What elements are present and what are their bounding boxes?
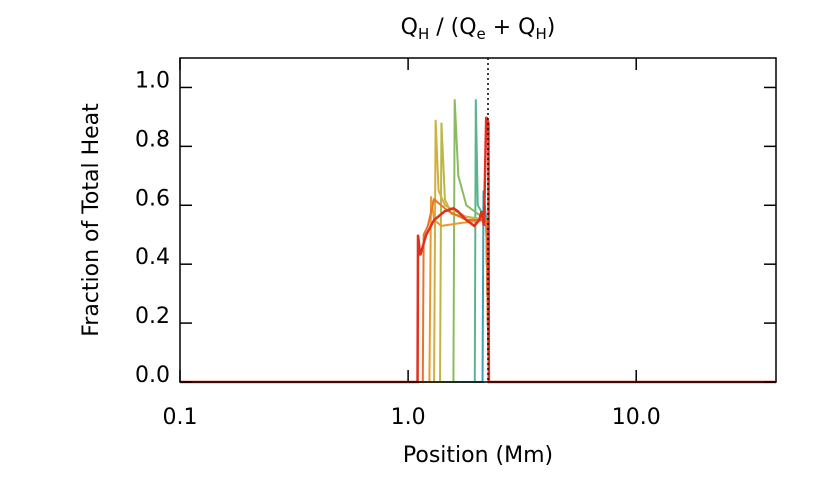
- y-tick-label: 0.4: [135, 245, 170, 270]
- plot-frame: [179, 57, 777, 383]
- series-line: [180, 119, 776, 383]
- y-tick-label: 0.8: [135, 127, 170, 152]
- series-line: [180, 99, 776, 383]
- title-part: H: [418, 25, 429, 43]
- series-line: [180, 197, 776, 383]
- series-line: [180, 196, 776, 383]
- series-line: [180, 99, 776, 383]
- chart-title: QH / (Qe + QH): [401, 15, 556, 43]
- title-part: / (Q: [429, 15, 476, 40]
- y-tick-label: 1.0: [135, 68, 170, 93]
- y-tick-label: 0.2: [135, 304, 170, 329]
- title-part: ): [547, 15, 556, 40]
- series-line: [180, 116, 776, 384]
- x-tick-label: 10.0: [612, 405, 661, 430]
- title-part: H: [536, 25, 547, 43]
- title-part: + Q: [486, 15, 536, 40]
- title-part: e: [477, 25, 486, 43]
- series-line: [180, 122, 776, 383]
- y-tick-label: 0.0: [135, 363, 170, 388]
- y-axis-label: Fraction of Total Heat: [79, 103, 104, 337]
- y-tick-label: 0.6: [135, 186, 170, 211]
- title-part: Q: [401, 15, 418, 40]
- x-tick-label: 0.1: [163, 405, 198, 430]
- x-tick-label: 1.0: [391, 405, 426, 430]
- x-axis-label: Position (Mm): [403, 443, 553, 468]
